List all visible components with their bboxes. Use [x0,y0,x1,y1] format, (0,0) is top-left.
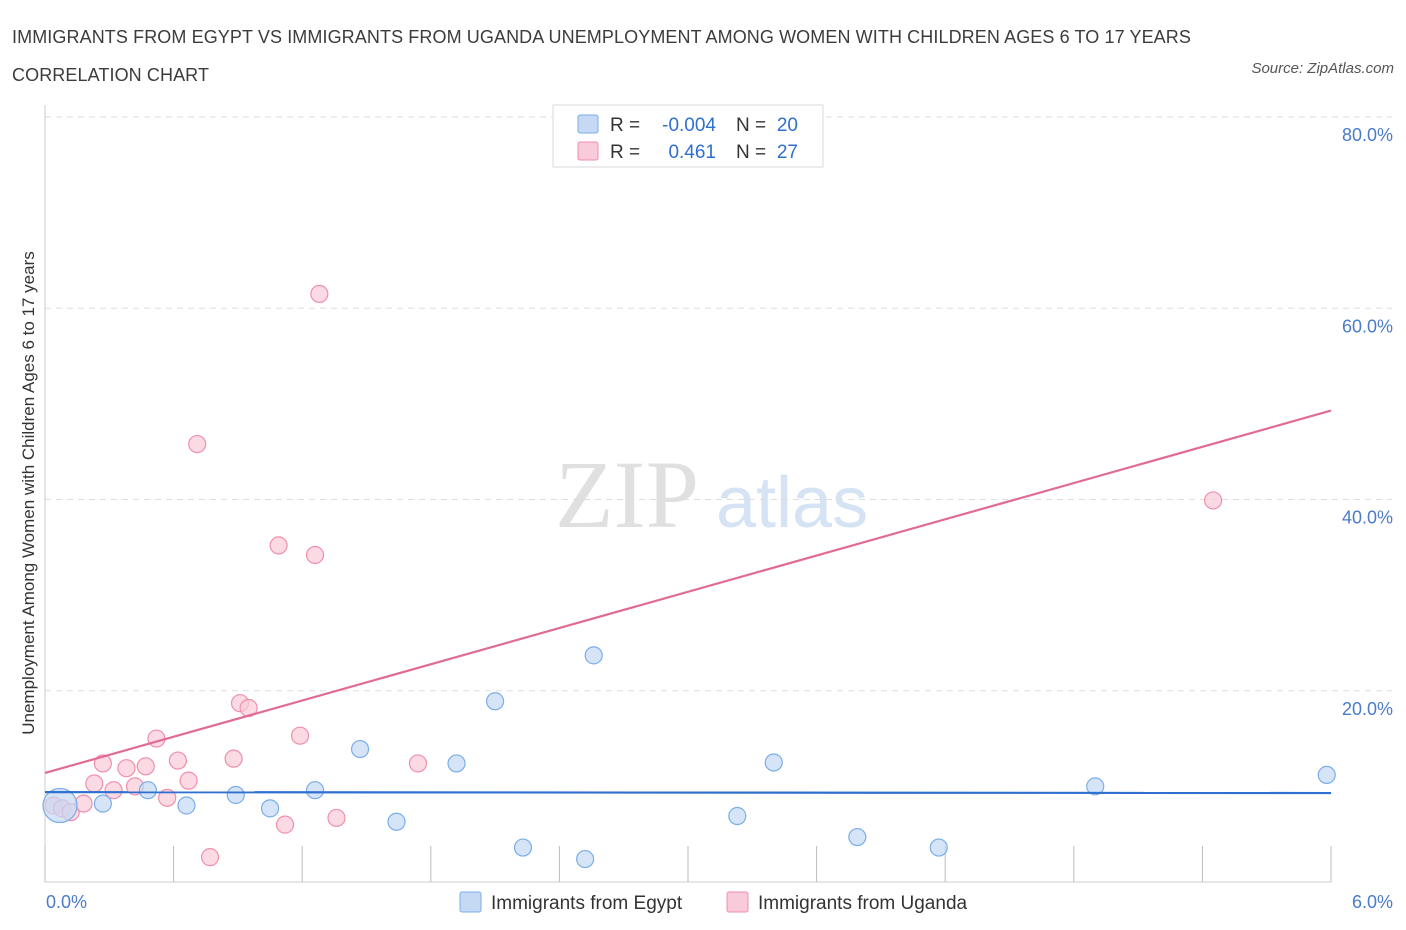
y-tick-label: 60.0% [1342,316,1393,336]
egypt-point [226,785,245,805]
egypt-point [929,838,948,857]
legend-uganda-n-value: 27 [777,142,798,163]
egypt-trend-line [44,791,1332,795]
uganda-point [269,536,288,555]
uganda-point [200,848,220,867]
egypt-point [305,781,325,800]
uganda-point [408,754,428,773]
chart-title: IMMIGRANTS FROM EGYPT VS IMMIGRANTS FROM… [12,27,1191,85]
uganda-trend-line [44,409,1332,775]
egypt-point [177,796,196,815]
tick-labels: 20.0% 40.0% 60.0% 80.0% 0.0% 6.0% [46,125,1393,912]
egypt-point [584,646,603,665]
egypt-point [848,827,867,847]
trend-lines [44,409,1332,795]
uganda-point [327,808,346,828]
egypt-point [764,753,783,772]
egypt-point [93,794,112,813]
stats-legend: R = -0.004 N = 20 R = 0.461 N = 27 [552,104,824,168]
uganda-point [1204,491,1223,510]
egypt-point [42,787,78,824]
source-credit: Source: ZipAtlas.com [1251,60,1394,77]
legend-uganda-r-value: 0.461 [668,142,716,163]
y-tick-label: 80.0% [1342,125,1393,145]
data-points [42,284,1336,869]
uganda-point [85,774,104,793]
uganda-point [310,284,329,304]
uganda-point [158,788,177,807]
legend-uganda-r-label: R = [610,142,640,163]
series-legend-swatch-egypt [459,891,482,913]
legend-egypt-r-label: R = [610,115,640,136]
egypt-point [387,812,406,831]
legend-egypt-n-value: 20 [777,115,798,136]
uganda-point [305,545,325,565]
uganda-point [290,726,310,745]
egypt-point [138,781,157,800]
y-axis-title: Unemployment Among Women with Children A… [19,251,38,735]
uganda-point [117,759,136,778]
uganda-point [74,794,93,813]
legend-egypt-n-label: N = [736,115,766,136]
egypt-point [576,849,595,869]
uganda-point [147,729,166,748]
axes [44,105,1332,883]
legend-swatch-egypt [577,114,599,134]
watermark-zip: ZIP [555,441,699,548]
series-legend-swatch-uganda [726,891,749,913]
uganda-point [168,751,187,770]
egypt-point [486,692,505,711]
gridlines [45,116,1392,692]
egypt-point [447,754,466,773]
egypt-point [728,806,747,826]
legend-swatch-uganda [577,141,599,161]
series-legend-uganda: Immigrants from Uganda [758,893,968,914]
series-legend-egypt: Immigrants from Egypt [491,893,683,914]
uganda-point [93,754,112,773]
y-tick-label: 40.0% [1342,508,1393,528]
uganda-point [104,781,123,800]
uganda-point [188,434,207,454]
egypt-point [260,799,280,818]
watermark-atlas: atlas [716,463,868,543]
series-legend: Immigrants from Egypt Immigrants from Ug… [459,891,968,914]
legend-uganda-n-label: N = [736,142,766,163]
uganda-point [136,757,155,776]
egypt-point [1086,777,1105,796]
egypt-point [1317,765,1336,785]
x-tick-label: 0.0% [46,892,87,912]
egypt-point [513,838,533,857]
legend-egypt-r-value: -0.004 [662,115,716,136]
uganda-point [179,771,198,790]
uganda-point [275,815,295,834]
egypt-point [350,739,370,759]
uganda-point [224,749,243,768]
x-tick-label: 6.0% [1352,892,1393,912]
y-tick-label: 20.0% [1342,699,1393,719]
